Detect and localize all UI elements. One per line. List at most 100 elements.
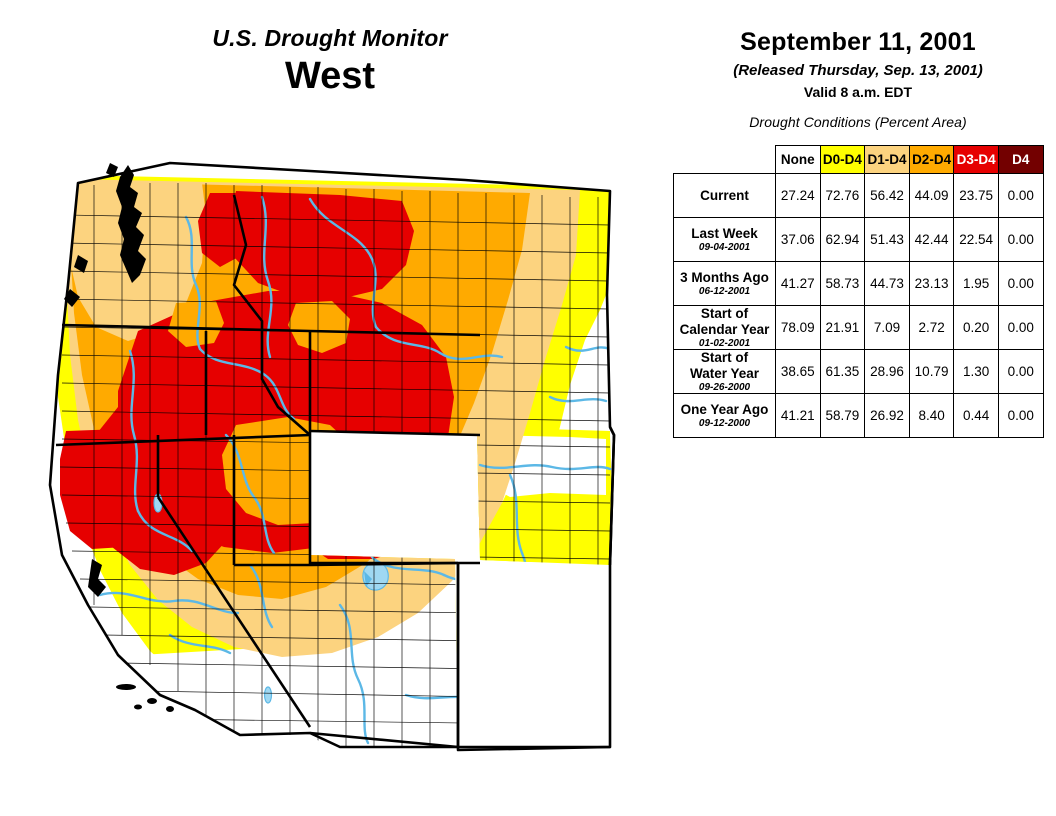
row-label-text: Start of Water Year: [689, 350, 760, 381]
row-label-date: 09-04-2001: [698, 242, 751, 254]
table-cell-value: 23.13: [908, 261, 955, 306]
severity-region-d2-oregon-notch: [168, 301, 224, 347]
drought-severity-layers: [50, 163, 614, 750]
table-cell-value: 2.72: [908, 305, 955, 350]
table-header-row: None D0-D4 D1-D4 D2-D4 D3-D4 D4: [674, 145, 1044, 174]
table-cell-value: 38.65: [775, 349, 821, 394]
table-col-header-d3-d4: D3-D4: [953, 145, 999, 174]
row-label-text: 3 Months Ago: [680, 269, 769, 285]
table-corner-cell: [674, 146, 776, 174]
table-cell-value: 26.92: [864, 393, 910, 438]
border-ut-south: [309, 561, 459, 567]
table-cell-value: 72.76: [819, 173, 866, 218]
table-cell-value: 10.79: [908, 349, 955, 394]
map-title-primary: U.S. Drought Monitor: [212, 25, 448, 51]
border-id-mt: [232, 194, 311, 436]
table-row: Current 27.24 72.76 56.42 44.09 23.75 0.00: [673, 173, 1044, 218]
table-col-header-d4: D4: [997, 145, 1044, 174]
table-cell-value: 0.00: [997, 261, 1044, 306]
table-cell-value: 21.91: [819, 305, 866, 350]
row-label-date: 09-26-2000: [698, 381, 751, 393]
row-label-text: Last Week: [691, 225, 758, 241]
severity-region-none-socal: [140, 645, 310, 737]
report-released: (Released Thursday, Sep. 13, 2001): [733, 62, 983, 79]
puget-sound-water: [64, 163, 146, 307]
table-cell-value: 56.42: [864, 173, 910, 218]
report-date: September 11, 2001: [740, 28, 976, 56]
severity-region-none-newmexico: [458, 563, 555, 747]
table-cell-value: 61.35: [819, 349, 866, 394]
row-label-cell: Last Week 09-04-2001: [673, 217, 776, 262]
table-cell-value: 58.79: [819, 393, 866, 438]
table-cell-value: 22.54: [953, 217, 999, 262]
table-row: 3 Months Ago 06-12-2001 41.27 58.73 44.73 23.…: [673, 261, 1044, 306]
table-cell-value: 28.96: [864, 349, 910, 394]
table-cell-value: 8.40: [908, 393, 955, 438]
row-label-cell: One Year Ago 09-12-2000: [673, 393, 776, 438]
border-wa-or: [61, 323, 311, 333]
table-cell-value: 51.43: [864, 217, 910, 262]
table-cell-value: 0.00: [997, 173, 1044, 218]
table-cell-value: 23.75: [953, 173, 999, 218]
severity-region-d3-wyoming: [310, 431, 448, 559]
state-outline-west: [48, 161, 616, 752]
report-valid-time: Valid 8 a.m. EDT: [803, 84, 913, 100]
table-col-header-none: None: [775, 145, 821, 174]
severity-region-d2-newmexico: [515, 661, 610, 747]
table-cell-value: 41.27: [775, 261, 821, 306]
table-cell-value: 7.09: [864, 305, 910, 350]
table-caption: Drought Conditions (Percent Area): [749, 114, 967, 130]
table-cell-value: 0.44: [953, 393, 999, 438]
row-label-date: 09-12-2000: [698, 418, 751, 430]
map-svg: [48, 161, 616, 752]
table-cell-value: 0.20: [953, 305, 999, 350]
severity-region-d1-newmexico: [490, 623, 610, 747]
table-row: Start of Water Year 09-26-2000 38.65 61.35 28…: [673, 349, 1044, 394]
map-title-region: West: [284, 55, 376, 98]
border-co-east: [608, 426, 616, 566]
border-ca-nv: [156, 496, 312, 728]
drought-conditions-table: None D0-D4 D1-D4 D2-D4 D3-D4 D4 Current 27.24 7…: [673, 145, 1044, 438]
table-cell-value: 0.00: [997, 217, 1044, 262]
channel-islands: [116, 684, 174, 712]
table-cell-value: 0.00: [997, 393, 1044, 438]
row-label-text: Current: [700, 187, 749, 203]
drought-map-graphic: [10, 135, 660, 775]
table-col-header-d2-d4: D2-D4: [908, 145, 955, 174]
map-panel: U.S. Drought Monitor West: [10, 25, 660, 775]
table-cell-value: 44.73: [864, 261, 910, 306]
table-cell-value: 1.95: [953, 261, 999, 306]
row-label-text: Start of Calendar Year: [679, 306, 770, 337]
table-row: Start of Calendar Year 01-02-2001 78.09 21.9…: [673, 305, 1044, 350]
table-cell-value: 62.94: [819, 217, 866, 262]
border-mt-wy: [309, 329, 481, 337]
table-cell-value: 41.21: [775, 393, 821, 438]
severity-region-d3-north: [228, 191, 414, 299]
table-body: Current 27.24 72.76 56.42 44.09 23.75 0.00 Last…: [673, 173, 1044, 438]
row-label-cell: 3 Months Ago 06-12-2001: [673, 261, 776, 306]
data-panel: September 11, 2001 (Released Thursday, S…: [660, 0, 1056, 816]
table-cell-value: 58.73: [819, 261, 866, 306]
severity-region-d3-oregon-south: [60, 429, 160, 549]
lake-mead: [263, 686, 273, 704]
table-cell-value: 44.09: [908, 173, 955, 218]
table-cell-value: 37.06: [775, 217, 821, 262]
table-cell-value: 27.24: [775, 173, 821, 218]
row-label-cell: Start of Calendar Year 01-02-2001: [673, 305, 776, 350]
table-col-header-d1-d4: D1-D4: [864, 145, 910, 174]
state-boundaries: [48, 161, 616, 752]
row-label-cell: Current: [673, 173, 776, 218]
row-label-text: One Year Ago: [680, 401, 769, 417]
row-label-date: 01-02-2001: [698, 337, 751, 349]
table-cell-value: 42.44: [908, 217, 955, 262]
row-label-cell: Start of Water Year 09-26-2000: [673, 349, 776, 394]
row-label-date: 06-12-2001: [698, 286, 751, 298]
border-az-south: [309, 731, 459, 749]
table-row: One Year Ago 09-12-2000 41.21 58.79 26.92 8.4…: [673, 393, 1044, 438]
severity-region-d3-northwest-montana: [198, 193, 254, 267]
table-cell-value: 0.00: [997, 349, 1044, 394]
border-or-south: [55, 433, 311, 447]
table-cell-value: 1.30: [953, 349, 999, 394]
san-francisco-bay: [88, 559, 106, 597]
